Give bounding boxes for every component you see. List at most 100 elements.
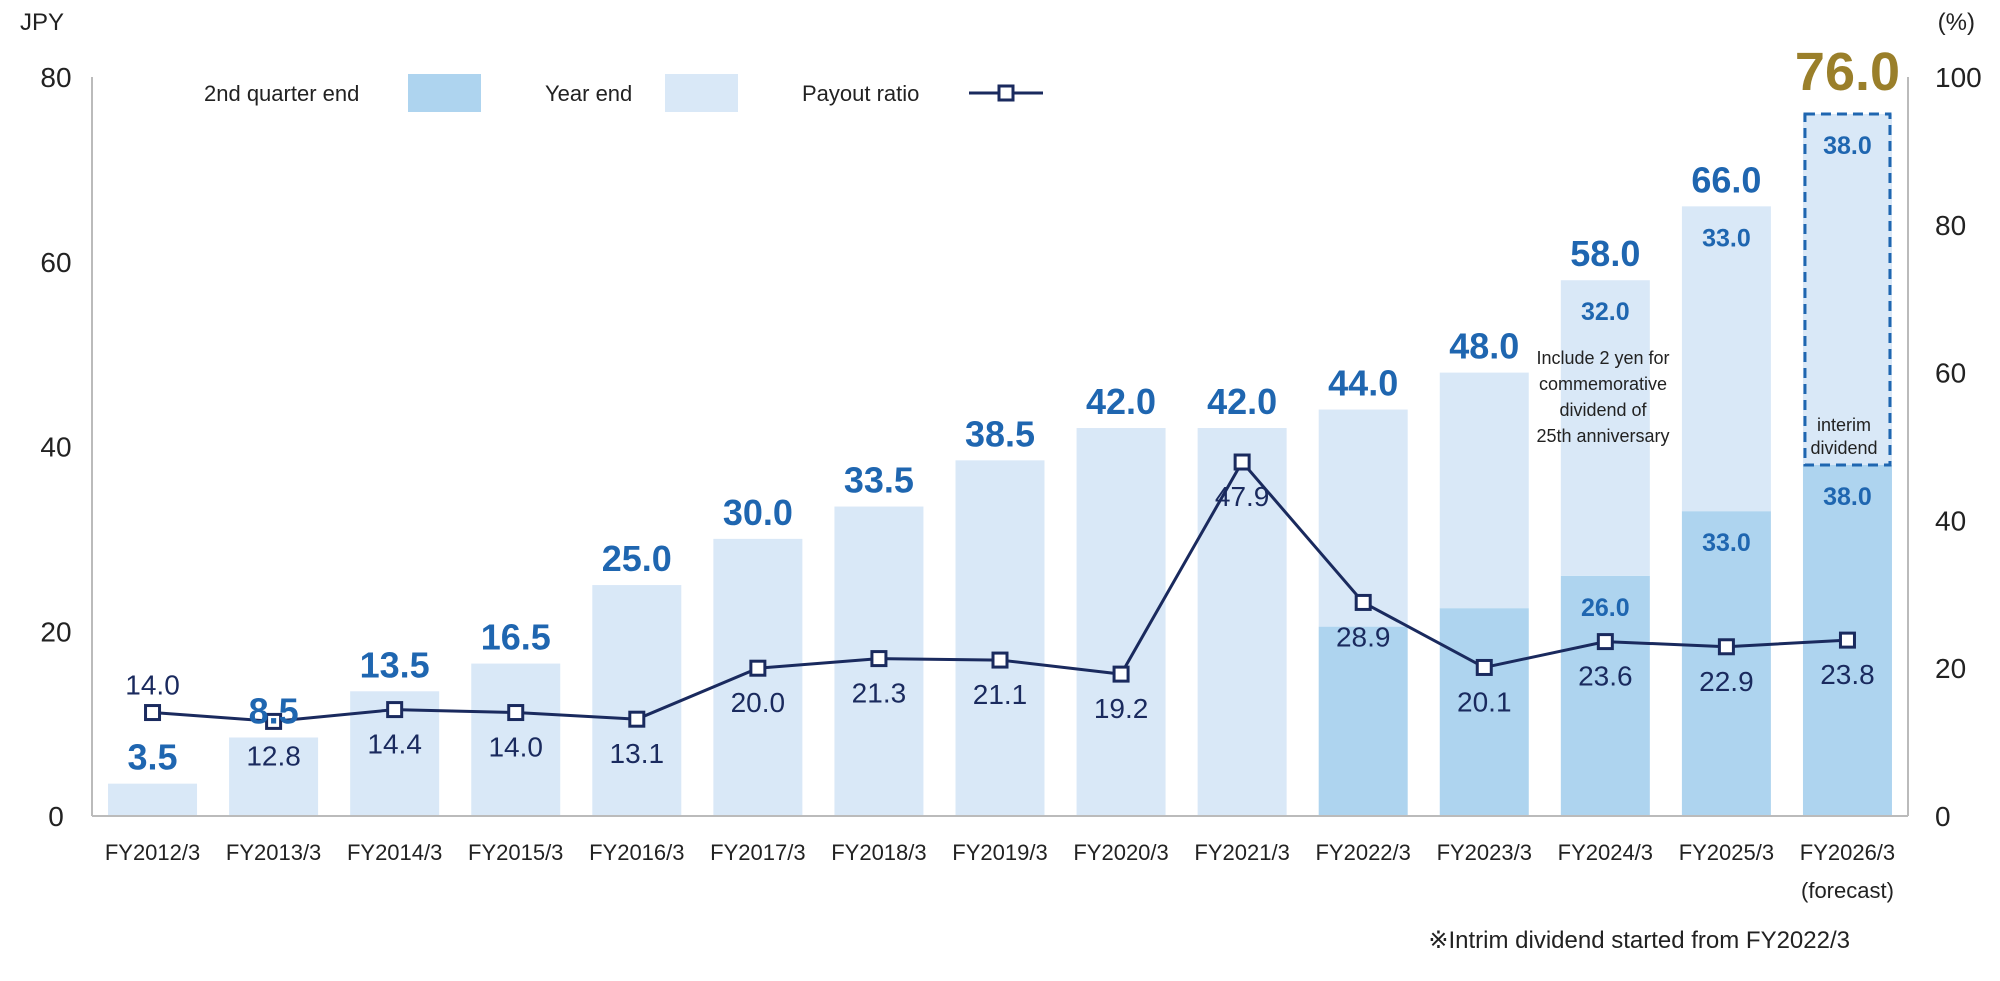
total-label: 3.5	[128, 737, 178, 778]
x-tick-label: FY2018/3	[831, 840, 926, 865]
legend-label-year-end: Year end	[545, 81, 632, 106]
right-tick-label: 80	[1935, 210, 1966, 241]
payout-ratio-label: 28.9	[1336, 621, 1391, 652]
axes: FY2012/3 FY2013/3 FY2014/3 FY2015/3 FY2016/3…	[40, 62, 1981, 903]
bar-year-end	[1439, 372, 1529, 609]
total-label: 38.5	[965, 413, 1035, 454]
total-label: 66.0	[1691, 159, 1761, 200]
x-tick-label: FY2020/3	[1073, 840, 1168, 865]
legend-swatch-year-end	[665, 74, 738, 112]
payout-ratio-marker	[991, 651, 1009, 669]
bar-year-end	[1802, 113, 1892, 465]
payout-ratio-label: 12.8	[246, 740, 301, 771]
payout-ratio-label: 47.9	[1215, 481, 1270, 512]
forecast-outline	[1803, 112, 1892, 467]
left-tick-label: 0	[48, 801, 64, 832]
payout-ratio-label: 20.0	[731, 687, 786, 718]
payout-ratio-label: 19.2	[1094, 693, 1149, 724]
x-tick-sublabel: (forecast)	[1801, 878, 1894, 903]
total-label: 48.0	[1449, 326, 1519, 367]
left-tick-label: 20	[40, 616, 71, 647]
bar-2nd-quarter-end	[1318, 626, 1408, 816]
payout-ratio-marker	[1354, 593, 1372, 611]
fy2024-annotation: Include 2 yen for commemorative dividend…	[1536, 348, 1669, 446]
total-label: 42.0	[1207, 381, 1277, 422]
bar-year-end	[471, 663, 561, 816]
legend-label-2nd-quarter: 2nd quarter end	[204, 81, 359, 106]
payout-ratio-label: 14.4	[367, 729, 422, 760]
interim-label: 26.0	[1581, 594, 1630, 622]
payout-ratio-label: 21.1	[973, 679, 1028, 710]
bar-year-end	[955, 460, 1045, 816]
total-label: 30.0	[723, 492, 793, 533]
annotation-line: dividend	[1810, 438, 1877, 458]
total-label: 44.0	[1328, 363, 1398, 404]
bar-2nd-quarter-end	[1560, 575, 1650, 816]
payout-ratio-marker	[1717, 638, 1735, 656]
total-label: 13.5	[360, 644, 430, 685]
annotation-line: commemorative	[1539, 374, 1667, 394]
interim-label: 33.0	[1702, 529, 1751, 557]
total-label: 42.0	[1086, 381, 1156, 422]
bar-2nd-quarter-end	[1681, 511, 1771, 816]
total-label: 76.0	[1795, 42, 1900, 102]
year-end-label: 38.0	[1823, 132, 1872, 160]
payout-ratio-marker	[870, 650, 888, 668]
payout-ratio-marker	[1838, 631, 1856, 649]
payout-ratio-marker	[265, 712, 283, 730]
payout-ratio-label: 14.0	[488, 732, 543, 763]
x-tick-label: FY2026/3	[1800, 840, 1895, 865]
x-tick-label: FY2012/3	[105, 840, 200, 865]
annotation-line: 25th anniversary	[1536, 426, 1669, 446]
legend: 2nd quarter end Year end Payout ratio	[204, 74, 1043, 112]
x-tick-label: FY2017/3	[710, 840, 805, 865]
right-tick-label: 100	[1935, 62, 1982, 93]
payout-ratio-marker	[628, 710, 646, 728]
payout-ratio-marker	[1475, 658, 1493, 676]
payout-ratio-marker	[386, 701, 404, 719]
right-tick-label: 60	[1935, 358, 1966, 389]
left-tick-label: 60	[40, 247, 71, 278]
total-label: 58.0	[1570, 233, 1640, 274]
x-tick-label: FY2014/3	[347, 840, 442, 865]
x-tick-label: FY2021/3	[1194, 840, 1289, 865]
right-tick-label: 0	[1935, 801, 1951, 832]
x-tick-label: FY2022/3	[1315, 840, 1410, 865]
right-axis-label: (%)	[1938, 9, 1975, 36]
bar-year-end	[1560, 280, 1650, 576]
x-tick-label: FY2023/3	[1437, 840, 1532, 865]
payout-ratio-label: 23.8	[1820, 659, 1875, 690]
left-tick-label: 40	[40, 432, 71, 463]
bar-year-end	[592, 585, 682, 816]
x-tick-label: FY2016/3	[589, 840, 684, 865]
bar-year-end	[1197, 428, 1287, 816]
legend-swatch-2nd-quarter	[408, 74, 481, 112]
bar-year-end	[229, 737, 319, 816]
left-tick-label: 80	[40, 62, 71, 93]
payout-ratio-label: 14.0	[125, 670, 180, 701]
payout-ratio-marker	[749, 659, 767, 677]
x-tick-label: FY2019/3	[952, 840, 1047, 865]
year-end-label: 32.0	[1581, 298, 1630, 326]
data-labels: 3.5 8.5 13.5 16.5 25.0 30.0 33.5 38.5 42.0 42.0 44…	[125, 42, 1900, 778]
bar-year-end	[108, 783, 198, 816]
bars	[108, 112, 1892, 816]
payout-ratio-label: 23.6	[1578, 661, 1633, 692]
payout-ratio-marker	[1233, 453, 1251, 471]
fy2026-annotation: interim dividend	[1810, 415, 1877, 458]
year-end-label: 33.0	[1702, 224, 1751, 252]
x-tick-label: FY2024/3	[1558, 840, 1653, 865]
bar-2nd-quarter-end	[1439, 608, 1529, 816]
total-label: 25.0	[602, 538, 672, 579]
annotation-line: Include 2 yen for	[1536, 348, 1669, 368]
x-tick-label: FY2013/3	[226, 840, 321, 865]
left-axis-label: JPY	[20, 9, 64, 36]
total-label: 16.5	[481, 617, 551, 658]
bar-year-end	[1318, 409, 1408, 627]
payout-ratio-label: 20.1	[1457, 686, 1512, 717]
payout-ratio-marker	[1596, 633, 1614, 651]
bar-year-end	[1681, 206, 1771, 512]
payout-ratio-label: 13.1	[610, 738, 665, 769]
interim-label: 38.0	[1823, 483, 1872, 511]
